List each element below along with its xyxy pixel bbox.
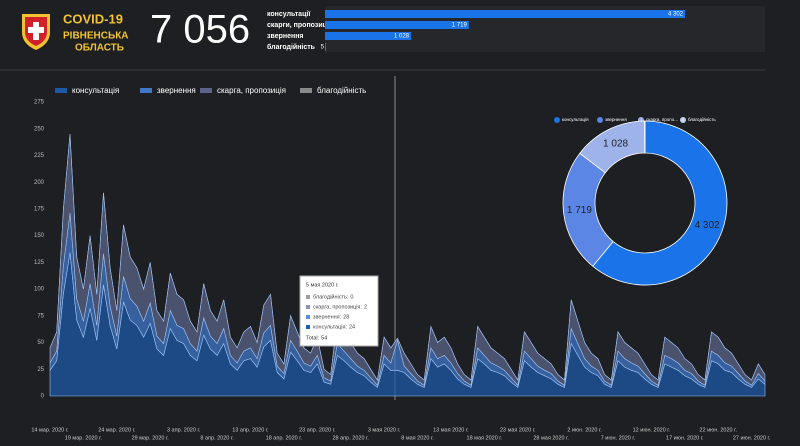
- y-tick-label: 25: [37, 367, 44, 373]
- pie-value-label: 4 302: [695, 220, 720, 231]
- x-tick-label: 2 июн. 2020 г.: [567, 427, 602, 433]
- pie-value-label: 1 719: [567, 205, 592, 216]
- tooltip-total: 54: [321, 335, 327, 341]
- legend-label: скарга, пропозиція: [217, 86, 286, 95]
- tooltip-row-value: 24: [349, 324, 355, 330]
- tooltip-swatch: [306, 325, 310, 329]
- tooltip-row-value: 28: [343, 314, 349, 320]
- legend-label: консультація: [72, 86, 119, 95]
- y-tick-label: 50: [37, 340, 44, 346]
- x-tick-label: 12 июн. 2020 г.: [633, 427, 671, 433]
- tooltip-row-label: благодійність:: [313, 293, 349, 300]
- x-tick-label: 3 мая 2020 г.: [368, 427, 401, 433]
- bar-value-label: 4 302: [668, 12, 684, 18]
- x-tick-label: 28 мая 2020 г.: [533, 435, 569, 441]
- legend-swatch: [55, 88, 67, 93]
- x-tick-label: 23 мая 2020 г.: [500, 427, 536, 433]
- app-title: COVID-19: [63, 11, 123, 26]
- tooltip-row-value: 2: [364, 304, 367, 310]
- x-tick-label: 23 апр. 2020 г.: [299, 427, 336, 433]
- legend-label: звернення: [157, 86, 196, 95]
- tooltip-swatch: [306, 315, 310, 319]
- tooltip-row-label: скарга, пропозиція:: [313, 304, 362, 310]
- legend-label: благодійність: [317, 86, 366, 95]
- region: РІВНЕНСЬКА: [63, 31, 129, 42]
- y-tick-label: 200: [34, 180, 45, 186]
- tooltip-row-label: звернення:: [313, 314, 342, 320]
- x-tick-label: 14 мар. 2020 г.: [31, 427, 69, 433]
- legend-swatch: [300, 88, 312, 93]
- x-tick-label: 8 апр. 2020 г.: [200, 435, 234, 441]
- x-tick-label: 29 мар. 2020 г.: [132, 435, 170, 441]
- tooltip-box: [299, 275, 379, 347]
- legend-label: скарга, пропо...: [646, 117, 678, 122]
- y-tick-label: 275: [34, 100, 45, 106]
- x-tick-label: 18 мая 2020 г.: [467, 435, 503, 441]
- bar-label: благодійність: [267, 43, 316, 51]
- area: [49, 134, 766, 381]
- x-tick-label: 8 мая 2020 г.: [401, 435, 434, 441]
- x-tick-label: 22 июн. 2020 г.: [699, 427, 737, 433]
- y-tick-label: 250: [34, 126, 45, 132]
- legend-dot: [597, 117, 603, 123]
- x-tick-label: 3 апр. 2020 г.: [167, 427, 201, 433]
- legend-swatch: [200, 88, 212, 93]
- y-tick-label: 0: [41, 394, 45, 400]
- x-tick-label: 28 апр. 2020 г.: [332, 435, 369, 441]
- bar: [325, 10, 685, 18]
- x-tick-label: 18 апр. 2020 г.: [266, 435, 303, 441]
- x-tick-label: 13 апр. 2020 г.: [232, 427, 269, 433]
- x-tick-label: 27 июн. 2020 г.: [733, 435, 771, 441]
- bar: [325, 32, 412, 40]
- tooltip-swatch: [306, 295, 310, 299]
- tooltip-swatch: [306, 305, 310, 309]
- bar: [325, 21, 469, 29]
- tooltip-total-label: Total:: [306, 335, 320, 341]
- legend-label: благодійність: [688, 116, 716, 122]
- tooltip-row-value: 0: [350, 294, 353, 300]
- tooltip-date: 5 мая 2020 г.: [306, 282, 339, 288]
- x-tick-label: 17 июн. 2020 г.: [666, 435, 704, 441]
- bar-value-label: 1 719: [452, 23, 468, 29]
- pie-slice: [592, 120, 728, 286]
- logo: [22, 14, 50, 50]
- x-tick-label: 19 мар. 2020 г.: [65, 435, 103, 441]
- bar-label: скарги, пропозиції: [267, 21, 332, 29]
- tooltip-row-label: консультація:: [313, 324, 347, 330]
- y-tick-label: 150: [34, 233, 45, 239]
- total: 7 056: [150, 8, 250, 52]
- y-tick-label: 225: [34, 153, 45, 159]
- y-tick-label: 125: [34, 260, 45, 266]
- region: ОБЛАСТЬ: [75, 43, 124, 54]
- bar-label: консультації: [267, 10, 311, 18]
- bar: [325, 43, 326, 51]
- legend-dot: [554, 117, 560, 123]
- legend-dot: [680, 117, 686, 123]
- bar-value-label: 5: [321, 45, 325, 51]
- x-tick-label: 24 мар. 2020 г.: [98, 427, 136, 433]
- y-tick-label: 75: [37, 313, 44, 319]
- bar-label: звернення: [267, 33, 304, 40]
- bar-value-label: 1 028: [394, 34, 410, 40]
- legend-swatch: [140, 88, 152, 93]
- x-tick-label: 13 мая 2020 г.: [433, 427, 469, 433]
- pie-value-label: 1 028: [603, 139, 628, 150]
- x-tick-label: 7 июн. 2020 г.: [601, 435, 636, 441]
- y-tick-label: 100: [34, 287, 45, 293]
- y-tick-label: 175: [34, 206, 45, 212]
- legend-label: консультація: [562, 117, 589, 122]
- legend-label: звернення: [605, 117, 627, 122]
